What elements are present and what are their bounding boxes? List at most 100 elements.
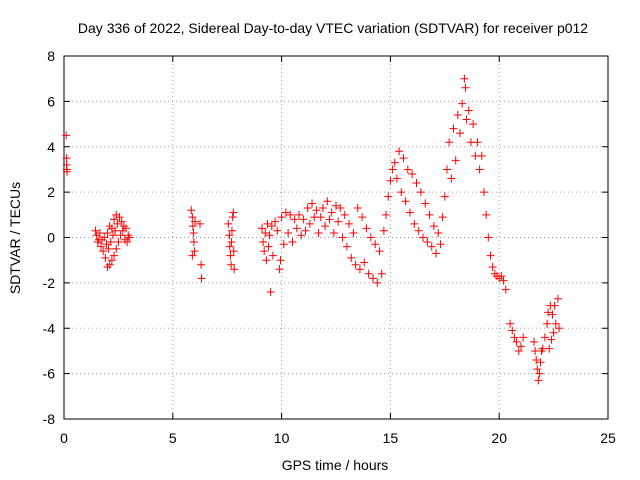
data-point — [104, 244, 113, 253]
data-point — [386, 176, 395, 185]
data-point — [519, 333, 528, 342]
data-point — [533, 365, 542, 374]
data-point — [490, 269, 499, 278]
data-point — [227, 238, 236, 247]
data-point — [453, 110, 462, 119]
data-point — [103, 228, 112, 237]
data-point — [263, 219, 272, 228]
chart-title: Day 336 of 2022, Sidereal Day-to-day VTE… — [78, 20, 588, 36]
data-point — [347, 253, 356, 262]
data-point — [189, 238, 198, 247]
data-point — [225, 242, 234, 251]
data-point — [312, 206, 321, 215]
data-point — [460, 74, 469, 83]
data-point — [375, 247, 384, 256]
data-point — [334, 217, 343, 226]
data-point — [482, 210, 491, 219]
data-point — [91, 226, 100, 235]
data-point — [427, 242, 436, 251]
data-point — [112, 244, 121, 253]
data-point — [107, 224, 116, 233]
data-point — [395, 147, 404, 156]
data-point — [112, 210, 121, 219]
data-point — [550, 301, 559, 310]
data-point — [226, 251, 235, 260]
y-axis-label: SDTVAR / TECUs — [7, 182, 23, 294]
x-tick-label: 10 — [274, 430, 290, 446]
data-point — [516, 342, 525, 351]
data-point — [336, 204, 345, 213]
data-point — [423, 238, 432, 247]
data-point — [384, 192, 393, 201]
data-point — [271, 217, 280, 226]
data-point — [338, 233, 347, 242]
data-point — [100, 233, 109, 242]
data-point — [421, 199, 430, 208]
data-point — [62, 131, 71, 140]
data-point — [555, 324, 564, 333]
grid-lines — [64, 56, 608, 419]
data-point — [473, 138, 482, 147]
data-point — [434, 228, 443, 237]
data-point — [549, 328, 558, 337]
y-tick-label: 2 — [47, 184, 55, 200]
data-point — [325, 215, 334, 224]
data-point — [501, 285, 510, 294]
data-point — [371, 240, 380, 249]
data-point — [332, 201, 340, 210]
data-point — [364, 269, 373, 278]
data-point — [449, 124, 458, 133]
data-point — [265, 231, 274, 240]
data-point — [379, 226, 388, 235]
data-point — [110, 215, 119, 224]
data-point — [436, 240, 445, 249]
data-point — [117, 217, 126, 226]
data-point — [425, 210, 434, 219]
data-point — [373, 278, 382, 287]
data-point — [438, 213, 447, 222]
data-point — [464, 106, 473, 115]
data-point — [353, 204, 362, 213]
data-point — [349, 228, 358, 237]
data-point — [96, 242, 105, 251]
data-point — [429, 222, 438, 231]
data-point — [405, 208, 414, 217]
data-point — [229, 208, 238, 217]
data-point — [462, 115, 471, 124]
data-point — [551, 319, 560, 328]
y-tick-label: 8 — [47, 48, 55, 64]
data-point — [327, 208, 336, 217]
data-point — [403, 165, 412, 174]
data-point — [537, 346, 546, 355]
x-tick-label: 25 — [600, 430, 616, 446]
x-tick-label: 5 — [169, 430, 177, 446]
data-point — [229, 247, 238, 256]
data-point — [277, 213, 286, 222]
data-point — [535, 369, 544, 378]
data-point — [461, 83, 470, 92]
data-point — [286, 210, 295, 219]
data-point — [260, 247, 269, 256]
data-point — [119, 222, 128, 231]
data-point — [340, 210, 349, 219]
data-point — [267, 222, 276, 231]
data-point — [545, 344, 554, 353]
data-point — [125, 233, 134, 242]
data-point — [116, 231, 125, 240]
data-point — [268, 251, 277, 260]
data-point — [412, 179, 421, 188]
data-point — [410, 219, 419, 228]
data-point — [275, 265, 284, 274]
data-point — [227, 260, 236, 269]
data-point — [382, 210, 391, 219]
data-point — [225, 231, 234, 240]
data-point — [479, 188, 488, 197]
data-point — [188, 222, 197, 231]
data-point — [366, 233, 375, 242]
data-point — [187, 206, 196, 215]
data-point — [362, 224, 371, 233]
data-point — [548, 310, 557, 319]
data-point — [316, 213, 325, 222]
data-point — [106, 238, 115, 247]
